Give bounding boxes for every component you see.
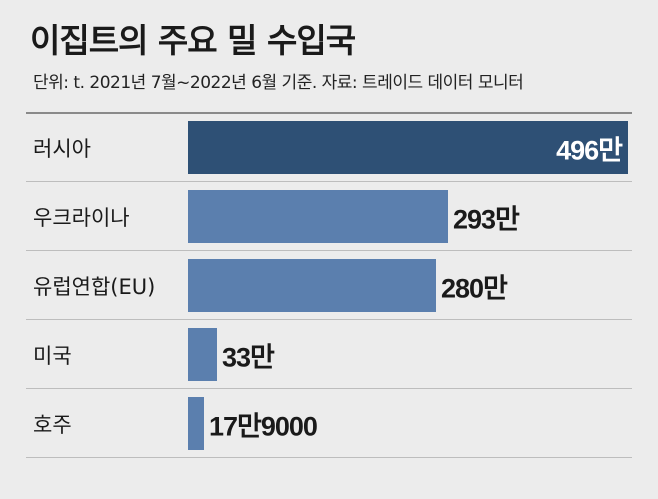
category-label: 유럽연합(EU) bbox=[33, 274, 156, 299]
value-label: 293만 bbox=[453, 204, 520, 234]
category-label: 미국 bbox=[33, 343, 72, 368]
bar bbox=[188, 121, 628, 174]
row-divider bbox=[26, 181, 632, 182]
row-divider bbox=[26, 250, 632, 251]
bar bbox=[188, 259, 436, 312]
bar bbox=[188, 328, 217, 381]
category-label: 우크라이나 bbox=[33, 205, 130, 230]
value-label: 17만9000 bbox=[209, 411, 318, 441]
chart-subtitle: 단위: t. 2021년 7월~2022년 6월 기준. 자료: 트레이드 데이… bbox=[33, 73, 524, 93]
category-label: 호주 bbox=[33, 412, 72, 437]
value-label: 496만 bbox=[556, 135, 623, 165]
chart-title: 이집트의 주요 밀 수입국 bbox=[30, 21, 356, 60]
value-label: 33만 bbox=[222, 342, 275, 372]
value-label: 280만 bbox=[441, 273, 508, 303]
row-divider bbox=[26, 112, 632, 114]
bar bbox=[188, 190, 448, 243]
row-divider bbox=[26, 319, 632, 320]
row-divider bbox=[26, 457, 632, 458]
category-label: 러시아 bbox=[33, 136, 91, 161]
bar bbox=[188, 397, 204, 450]
row-divider bbox=[26, 388, 632, 389]
